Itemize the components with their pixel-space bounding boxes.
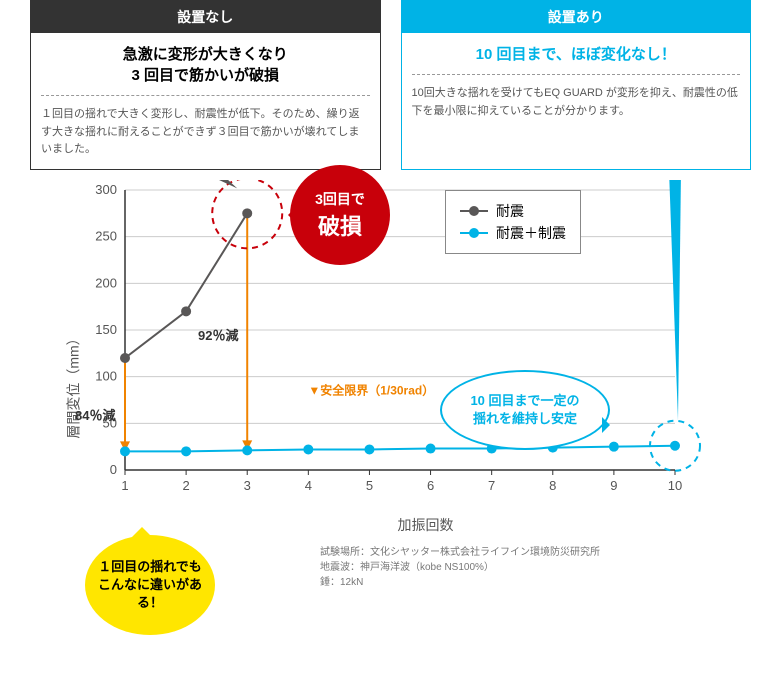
info-box-with-install: 設置あり 10 回目まで、ほぼ変化なし！ 10回大きな揺れを受けてもEQ GUA… [401,0,752,170]
svg-text:2: 2 [182,478,189,493]
pct-reduction-84: 84％減 [75,405,115,424]
info-boxes: 設置なし 急激に変形が大きくなり 3 回目で筋かいが破損 １回目の揺れで大きく変… [0,0,781,170]
legend-item-seishin: 耐震＋制震 [460,223,566,243]
svg-text:1: 1 [121,478,128,493]
info-box-no-install: 設置なし 急激に変形が大きくなり 3 回目で筋かいが破損 １回目の揺れで大きく変… [30,0,381,170]
svg-text:7: 7 [488,478,495,493]
svg-text:6: 6 [427,478,434,493]
legend: 耐震 耐震＋制震 [445,190,581,254]
svg-text:10: 10 [668,478,682,493]
svg-text:▼安全限界（1/30rad）: ▼安全限界（1/30rad） [308,382,434,397]
svg-text:8: 8 [549,478,556,493]
box-body: １回目の揺れで大きく変形し、耐震性が低下。そのため、繰り返す大きな揺れに耐えるこ… [31,96,380,169]
svg-text:4: 4 [305,478,312,493]
box-header: 設置あり [402,1,751,33]
box-body: 10回大きな揺れを受けてもEQ GUARD が変形を抑え、耐震性の低下を最小限に… [402,75,751,130]
legend-item-taishin: 耐震 [460,201,566,221]
chart-area: 層間変位（mm） 05010015020025030012345678910▼安… [0,180,781,590]
pct-reduction-92: 92％減 [198,325,238,344]
svg-text:300: 300 [95,182,117,197]
svg-text:200: 200 [95,275,117,290]
callout-damage: 3回目で 破損 [290,165,390,265]
svg-text:100: 100 [95,368,117,383]
box-title: 急激に変形が大きくなり 3 回目で筋かいが破損 [31,33,380,95]
callout-difference: １回目の揺れでもこんなに違いがある！ [85,535,215,635]
svg-text:3: 3 [244,478,251,493]
svg-text:250: 250 [95,228,117,243]
footnote: 試験場所：文化シヤッター株式会社ライフイン環境防災研究所 地震波：神戸海洋波（k… [320,545,781,590]
callout-stable: 10 回目まで一定の 揺れを維持し安定 [440,370,610,450]
line-chart: 05010015020025030012345678910▼安全限界（1/30r… [70,180,710,510]
svg-text:0: 0 [110,462,117,477]
x-axis-label: 加振回数 [70,515,781,535]
box-title: 10 回目まで、ほぼ変化なし！ [402,33,751,74]
svg-text:9: 9 [610,478,617,493]
svg-text:150: 150 [95,322,117,337]
box-header: 設置なし [31,1,380,33]
svg-text:5: 5 [366,478,373,493]
